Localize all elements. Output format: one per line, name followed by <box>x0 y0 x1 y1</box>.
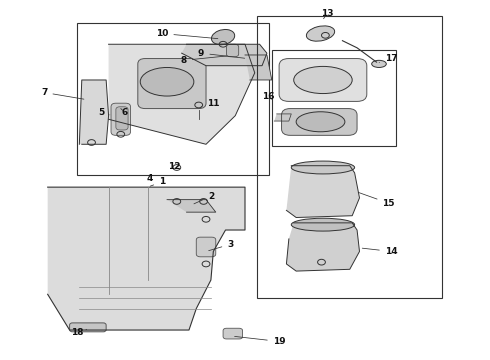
Text: 16: 16 <box>262 91 274 100</box>
Text: 7: 7 <box>41 88 84 99</box>
Polygon shape <box>167 200 216 212</box>
Text: 11: 11 <box>201 99 220 108</box>
Text: 1: 1 <box>150 177 165 186</box>
Polygon shape <box>274 114 291 121</box>
FancyBboxPatch shape <box>116 107 128 130</box>
FancyBboxPatch shape <box>279 59 367 102</box>
Ellipse shape <box>291 161 355 174</box>
Text: 6: 6 <box>121 108 128 117</box>
Text: 15: 15 <box>358 192 395 208</box>
FancyBboxPatch shape <box>196 237 216 257</box>
Ellipse shape <box>296 112 345 132</box>
Text: 17: 17 <box>379 54 397 63</box>
FancyBboxPatch shape <box>223 328 243 339</box>
Text: 2: 2 <box>194 192 214 204</box>
Text: 12: 12 <box>168 162 181 171</box>
FancyBboxPatch shape <box>70 323 106 332</box>
Polygon shape <box>287 166 360 217</box>
Text: 9: 9 <box>198 49 245 58</box>
Text: 5: 5 <box>98 108 110 117</box>
Polygon shape <box>48 187 245 330</box>
Text: 18: 18 <box>71 328 87 337</box>
Polygon shape <box>245 55 272 80</box>
FancyBboxPatch shape <box>138 59 206 109</box>
Bar <box>77 23 270 175</box>
Bar <box>257 16 442 298</box>
Polygon shape <box>287 223 360 271</box>
Text: 19: 19 <box>235 336 285 346</box>
Polygon shape <box>109 44 255 144</box>
Ellipse shape <box>212 30 235 45</box>
FancyBboxPatch shape <box>111 103 130 135</box>
FancyBboxPatch shape <box>282 109 357 135</box>
Text: 4: 4 <box>147 174 153 183</box>
Text: 10: 10 <box>156 29 218 39</box>
FancyBboxPatch shape <box>226 44 239 57</box>
Text: 8: 8 <box>180 56 227 65</box>
Text: 14: 14 <box>362 247 397 256</box>
Bar <box>272 50 396 146</box>
Text: 3: 3 <box>209 240 234 251</box>
Ellipse shape <box>306 26 335 41</box>
Ellipse shape <box>294 66 352 94</box>
Ellipse shape <box>140 67 194 96</box>
Polygon shape <box>79 80 109 144</box>
Ellipse shape <box>291 218 355 231</box>
Text: 13: 13 <box>320 9 333 19</box>
Ellipse shape <box>372 60 386 67</box>
Polygon shape <box>182 44 267 66</box>
